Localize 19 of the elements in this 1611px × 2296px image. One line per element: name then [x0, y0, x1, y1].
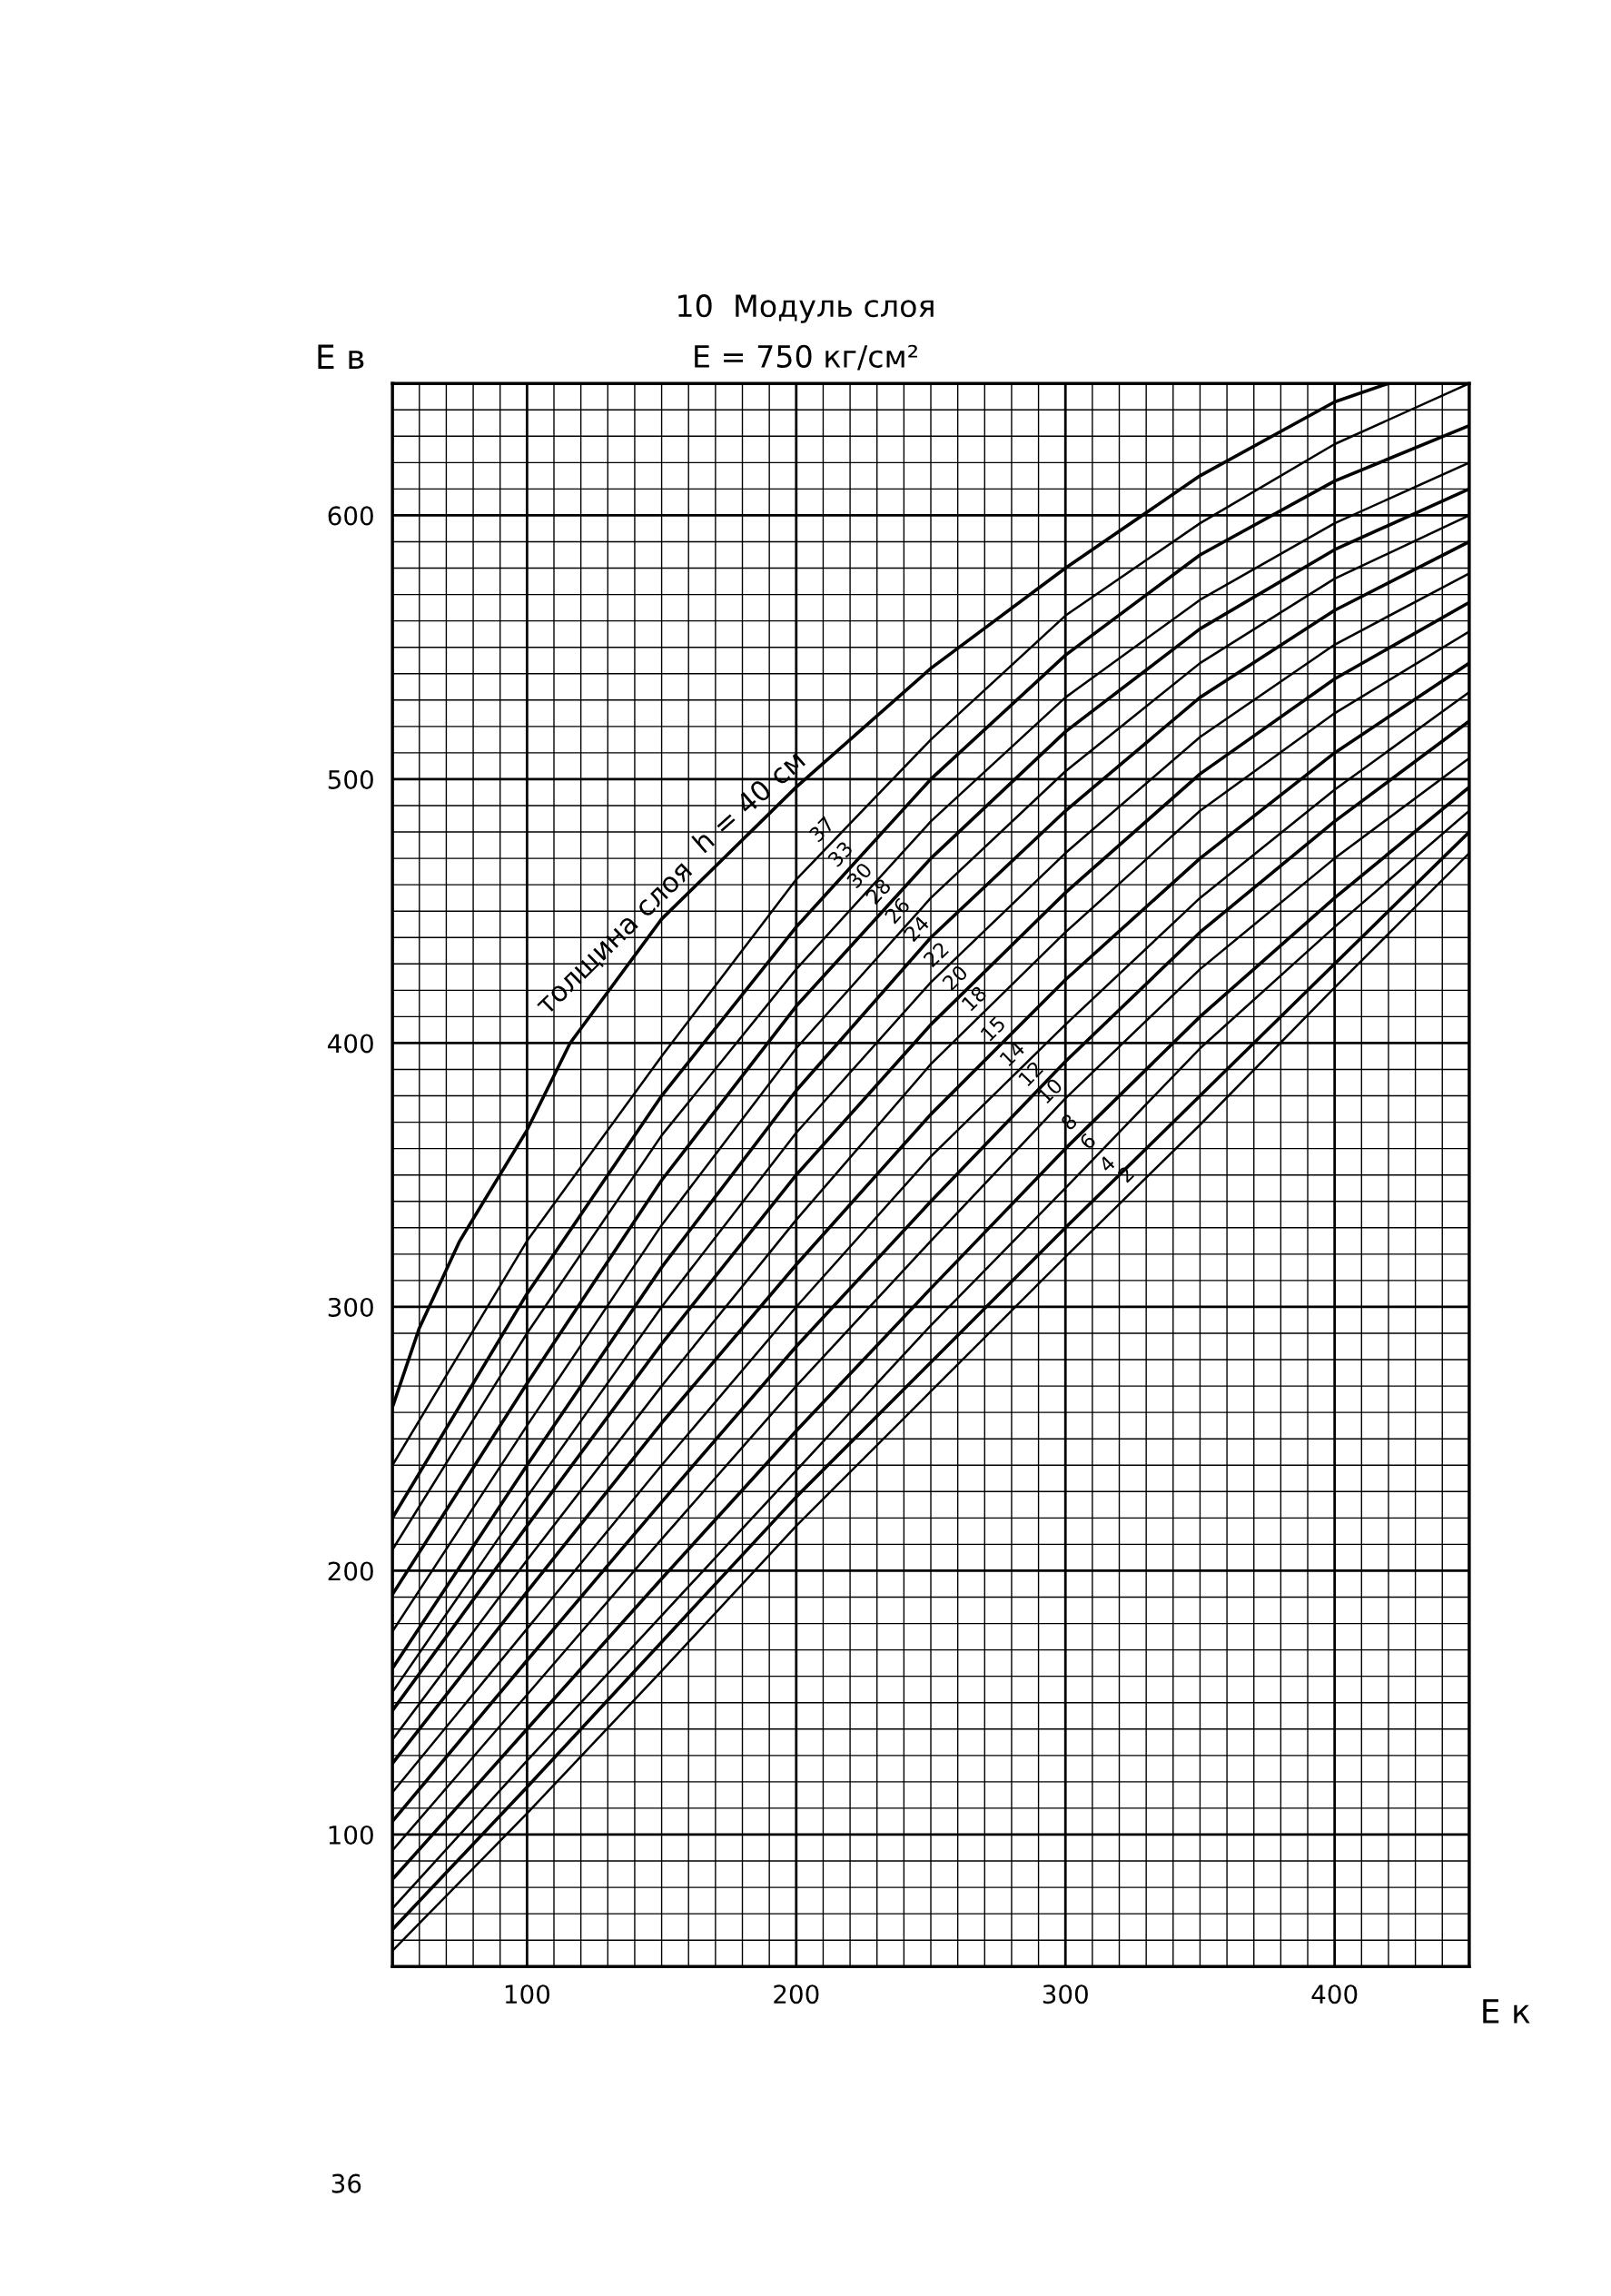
- x-tick-label: 200: [774, 1984, 819, 2004]
- chart-subtitle: E = 750 кг/см²: [695, 344, 917, 371]
- text: 22: [922, 941, 949, 968]
- x-tick-label: 100: [505, 1984, 550, 2004]
- x-tick-label: 300: [1043, 1984, 1088, 2004]
- text: 36: [331, 2173, 361, 2193]
- y-tick-label: 500: [328, 769, 373, 789]
- text: 4: [1098, 1154, 1116, 1173]
- y-tick-label: 200: [328, 1561, 373, 1581]
- y-tick-label: 100: [329, 1825, 373, 1845]
- x-tick-label: 400: [1311, 1984, 1358, 2004]
- y-tick-label: 600: [328, 506, 373, 526]
- y-tick-label: 300: [328, 1297, 373, 1317]
- chart-title: 10 Модуль слоя: [678, 294, 934, 323]
- y-axis-title: E в: [318, 344, 364, 369]
- text: 15: [980, 1015, 1006, 1043]
- x-axis-title: E к: [1483, 1999, 1530, 2024]
- y-tick-label: 400: [328, 1034, 373, 1054]
- text: 6: [1078, 1132, 1097, 1151]
